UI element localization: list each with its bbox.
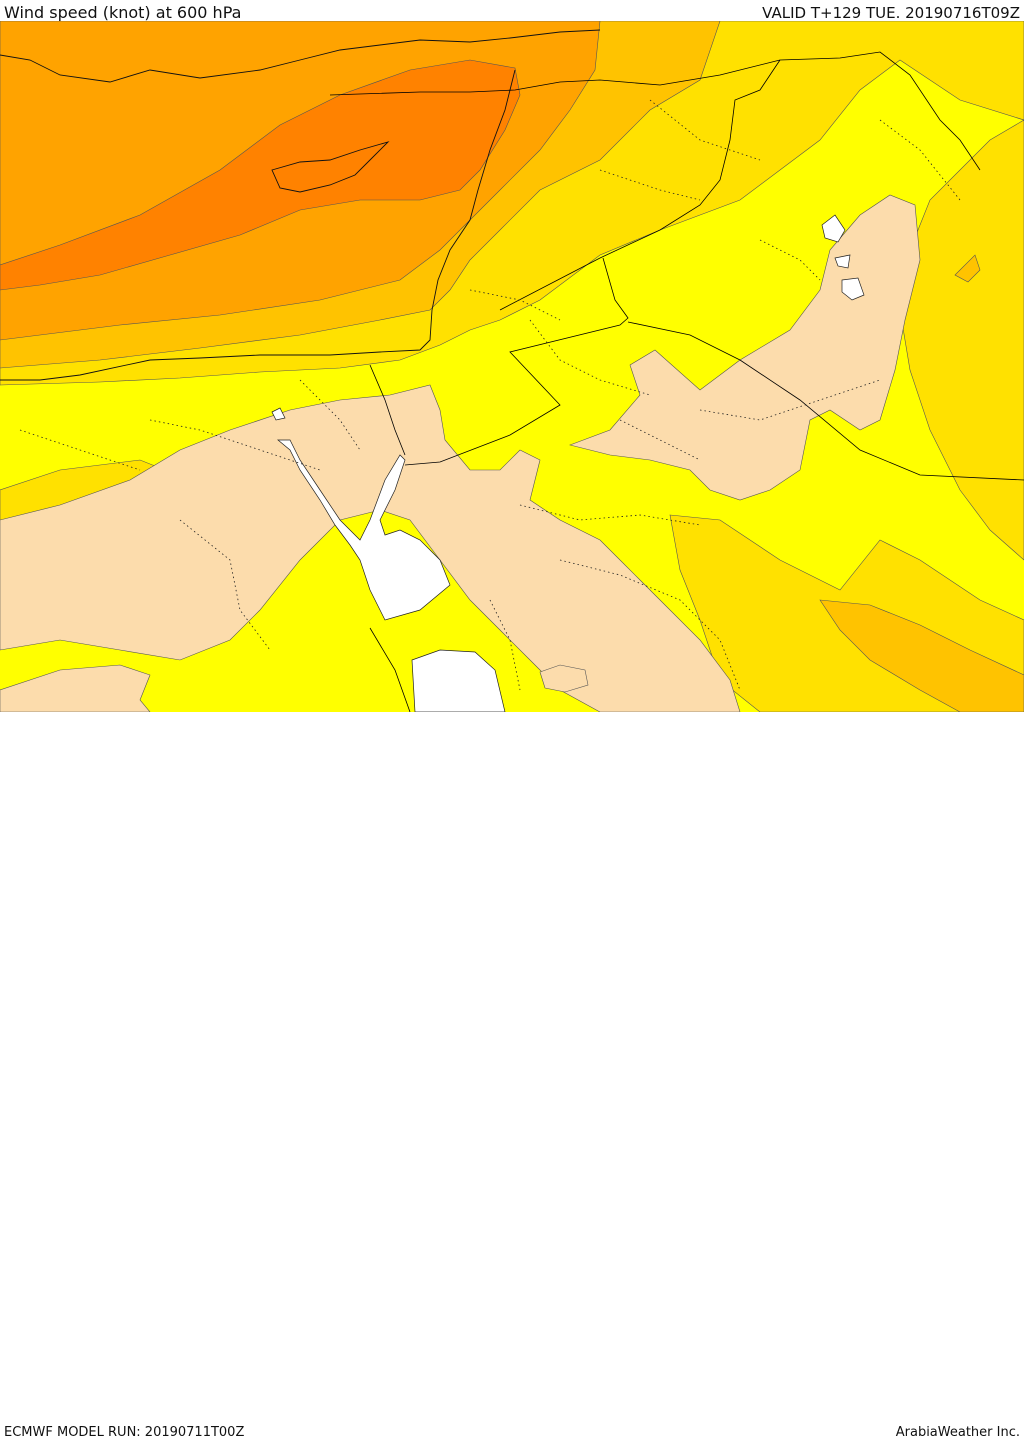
border-egypt-sudan <box>369 627 411 712</box>
coastline-cyprus <box>271 141 390 193</box>
map-title: Wind speed (knot) at 600 hPa <box>4 3 242 22</box>
border-north <box>329 51 981 171</box>
wind-speed-map[interactable] <box>0 21 1024 712</box>
band-moderate-east <box>899 119 1024 561</box>
band-lowest-jordan-iraq <box>568 194 921 501</box>
border-jordan-saudi <box>404 257 629 466</box>
water-gulf-of-suez <box>277 439 451 621</box>
water-small-lake <box>271 407 286 421</box>
credit-label: ArabiaWeather Inc. <box>895 1425 1020 1440</box>
band-elevated-east-patch <box>954 254 981 283</box>
border-saudi-iraq <box>627 321 1024 481</box>
coastline-levant-egypt <box>0 69 516 381</box>
valid-time-label: VALID T+129 TUE. 20190716T09Z <box>762 4 1020 22</box>
header-bar: Wind speed (knot) at 600 hPa VALID T+129… <box>0 0 1024 22</box>
band-elevated-south-east <box>819 599 1024 712</box>
border-syria-iraq <box>499 59 781 311</box>
footer-bar: ECMWF MODEL RUN: 20190711T00Z ArabiaWeat… <box>0 712 1024 1440</box>
coastline-north <box>0 29 601 83</box>
band-highest-core <box>0 59 521 291</box>
band-lowest-small-patch <box>539 664 589 693</box>
band-lowest-sinai <box>0 384 741 712</box>
band-lowest-south-west <box>0 664 151 712</box>
water-lakes-iraq <box>821 214 865 301</box>
water-red-sea-south <box>411 649 506 712</box>
model-run-label: ECMWF MODEL RUN: 20190711T00Z <box>4 1425 245 1440</box>
province-boundaries <box>19 99 961 691</box>
border-egypt-israel <box>369 364 406 456</box>
